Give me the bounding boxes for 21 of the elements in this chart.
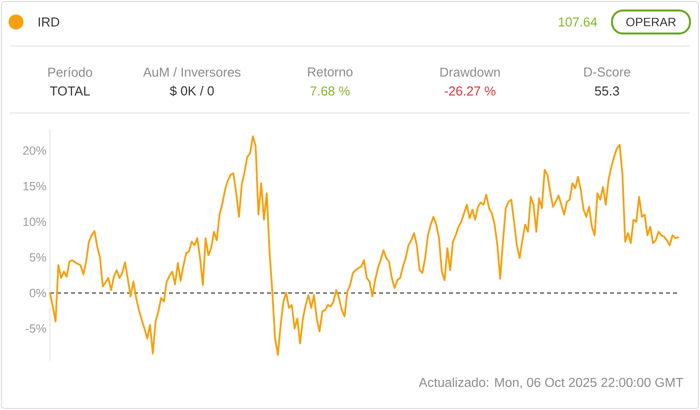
text: Actualizado: Mon, 06 Oct 2025 22:00:00 GMT [418, 377, 684, 389]
text: D-Score [584, 67, 630, 77]
text: Período [48, 67, 92, 77]
text: -26.27 % [444, 86, 496, 96]
y-tick-label: 0% [30, 288, 46, 298]
text: Retorno [308, 67, 352, 77]
text: 55.3 [594, 86, 620, 96]
y-tick-label: -5% [26, 324, 46, 333]
y-tick-label: 15% [23, 182, 46, 190]
legend-label: IRD [38, 18, 60, 26]
line-series [49, 135, 679, 356]
text: OPERAR [626, 18, 676, 26]
y-tick-label: 10% [23, 218, 46, 226]
y-tick-label: 20% [23, 146, 46, 155]
text: $ 0K / 0 [170, 86, 214, 96]
text: 107.64 [558, 17, 598, 27]
text: Drawdown [440, 67, 500, 77]
text: AuM / Inversores [143, 67, 240, 77]
text: TOTAL [50, 86, 90, 96]
y-tick-label: 5% [30, 253, 46, 262]
text: 7.68 % [310, 86, 350, 96]
